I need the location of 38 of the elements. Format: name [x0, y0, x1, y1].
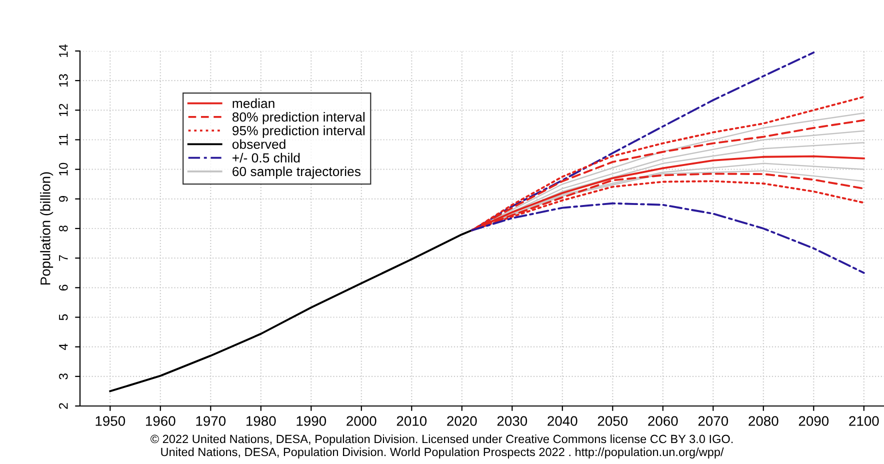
- legend-label: 80% prediction interval: [232, 112, 364, 124]
- x-tick-label: 2020: [447, 416, 477, 426]
- legend-label: 60 sample trajectories: [232, 166, 360, 179]
- y-tick-label: 14: [59, 44, 68, 57]
- y-tick-label: 2: [58, 403, 68, 409]
- y-tick-label: 3: [58, 373, 68, 380]
- y-tick-label: 12: [58, 104, 68, 116]
- y-tick-label: 8: [58, 226, 68, 232]
- x-tick-label: 1980: [246, 416, 276, 426]
- y-tick-label: 9: [58, 196, 68, 202]
- x-tick-label: 2090: [798, 416, 829, 426]
- x-tick-label: 1950: [96, 416, 126, 426]
- y-tick-label: 4: [59, 344, 68, 350]
- y-tick-label: 6: [58, 284, 68, 291]
- y-tick-label: 13: [58, 74, 68, 87]
- x-tick-label: 2010: [396, 416, 427, 426]
- y-tick-label: 5: [59, 314, 68, 320]
- x-tick-label: 2000: [346, 416, 376, 426]
- legend-label: +/- 0.5 child: [232, 152, 300, 163]
- legend-label: observed: [232, 139, 286, 149]
- y-axis-title: Population (billion): [40, 172, 54, 284]
- text: United Nations, DESA, Population Division. World Population Prospects 2022 . http://population.un.org/wpp/: [161, 447, 724, 459]
- x-tick-label: 1960: [146, 416, 176, 426]
- x-tick-label: 1970: [196, 416, 226, 426]
- x-tick-label: 2070: [698, 416, 728, 426]
- text: © 2022 United Nations, DESA, Population Division. Licensed under Creative Commons license CC BY 3.0 IGO.: [150, 434, 733, 446]
- y-tick-label: 11: [59, 134, 68, 146]
- x-tick-label: 2100: [849, 416, 879, 426]
- x-tick-label: 2030: [497, 416, 528, 426]
- y-tick-label: 10: [58, 162, 68, 176]
- x-tick-label: 2060: [648, 416, 678, 426]
- x-tick-label: 2080: [748, 416, 778, 426]
- x-tick-label: 1990: [296, 416, 326, 426]
- y-tick-label: 7: [59, 255, 68, 261]
- legend-label: median: [232, 98, 274, 108]
- legend-label: 95% prediction interval: [232, 126, 364, 138]
- x-tick-label: 2040: [548, 416, 578, 426]
- x-tick-label: 2050: [598, 416, 628, 426]
